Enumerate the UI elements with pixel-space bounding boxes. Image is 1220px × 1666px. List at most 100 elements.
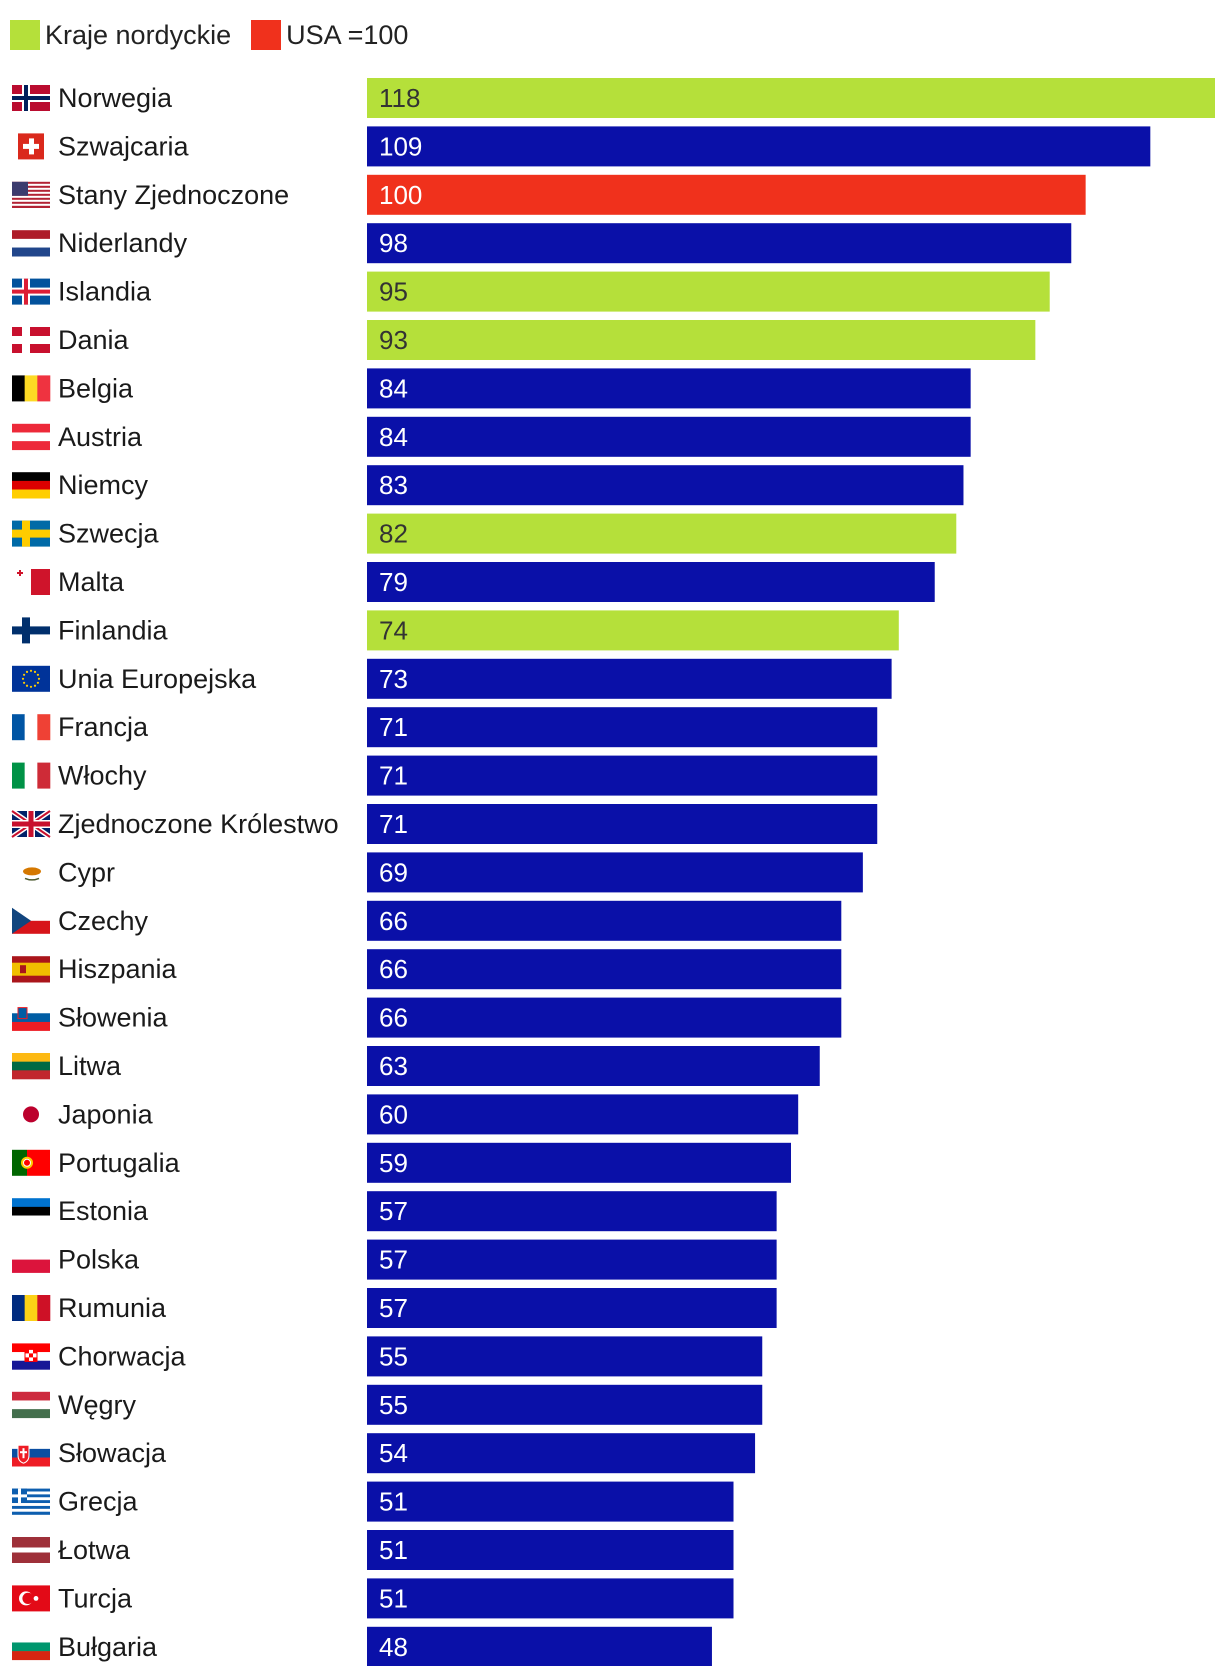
legend-item-nordic: Kraje nordyckie bbox=[10, 20, 231, 51]
chart-row: Portugalia 59 bbox=[12, 1142, 791, 1183]
chart-row: Litwa 63 bbox=[12, 1046, 820, 1086]
country-label: Czechy bbox=[58, 906, 149, 936]
bar-value-label: 63 bbox=[379, 1051, 408, 1081]
chart-row: Cypr 69 bbox=[12, 852, 863, 893]
bar-value-label: 109 bbox=[379, 131, 422, 161]
chart-row: Norwegia 118 bbox=[12, 78, 1215, 118]
uk-flag-icon bbox=[10, 808, 52, 840]
country-label: Słowacja bbox=[58, 1438, 167, 1468]
country-label: Szwecja bbox=[58, 519, 160, 549]
slovenia-flag-icon bbox=[12, 1004, 50, 1031]
bar-other bbox=[367, 852, 863, 893]
country-label: Estonia bbox=[58, 1196, 149, 1226]
legend-swatch-nordic bbox=[10, 20, 40, 50]
bar-value-label: 57 bbox=[379, 1245, 408, 1275]
chart-row: Belgia 84 bbox=[12, 368, 971, 409]
bar-value-label: 66 bbox=[379, 906, 408, 936]
bar-other bbox=[367, 997, 842, 1038]
iceland-flag-icon bbox=[12, 278, 50, 305]
country-label: Stany Zjednoczone bbox=[58, 180, 289, 210]
bar-value-label: 84 bbox=[379, 422, 408, 452]
bar-other bbox=[367, 1626, 712, 1666]
chart-row: Turcja 51 bbox=[12, 1578, 734, 1619]
switzerland-flag-icon bbox=[18, 133, 44, 160]
bar-value-label: 100 bbox=[379, 180, 422, 210]
chart-row: Łotwa 51 bbox=[12, 1530, 734, 1570]
finland-flag-icon bbox=[12, 617, 50, 644]
country-label: Polska bbox=[58, 1245, 140, 1275]
chart-row: Zjednoczone Królestwo 71 bbox=[10, 804, 878, 844]
country-label: Słowenia bbox=[58, 1003, 169, 1033]
country-label: Japonia bbox=[58, 1099, 154, 1129]
bar-other bbox=[367, 658, 892, 699]
bar-value-label: 79 bbox=[379, 567, 408, 597]
country-label: Hiszpania bbox=[58, 954, 178, 984]
bar-nordic bbox=[367, 320, 1036, 360]
austria-flag-icon bbox=[12, 423, 50, 451]
legend: Kraje nordyckie USA =100 bbox=[10, 18, 428, 52]
bar-other bbox=[367, 1094, 799, 1135]
hungary-flag-icon bbox=[12, 1391, 50, 1419]
italy-flag-icon bbox=[12, 762, 51, 789]
chart-row: Grecja 51 bbox=[12, 1481, 734, 1522]
malta-flag-icon bbox=[17, 569, 50, 595]
latvia-flag-icon bbox=[12, 1537, 50, 1563]
bar-nordic bbox=[367, 78, 1215, 118]
chart-row: Finlandia 74 bbox=[12, 610, 899, 651]
romania-flag-icon bbox=[12, 1295, 51, 1321]
bar-value-label: 84 bbox=[379, 373, 408, 403]
country-label: Litwa bbox=[58, 1051, 122, 1081]
usa-flag-icon bbox=[12, 181, 50, 208]
bar-value-label: 71 bbox=[379, 761, 408, 791]
country-label: Chorwacja bbox=[58, 1341, 187, 1371]
country-label: Niemcy bbox=[58, 470, 149, 500]
country-label: Cypr bbox=[58, 857, 115, 887]
bar-value-label: 60 bbox=[379, 1099, 408, 1129]
chart-row: Chorwacja 55 bbox=[12, 1336, 763, 1377]
bar-value-label: 93 bbox=[379, 325, 408, 355]
bar-value-label: 74 bbox=[379, 615, 408, 645]
estonia-flag-icon bbox=[12, 1198, 50, 1225]
bar-value-label: 51 bbox=[379, 1535, 408, 1565]
country-label: Dania bbox=[58, 325, 130, 355]
bar-value-label: 57 bbox=[379, 1293, 408, 1323]
bar-value-label: 66 bbox=[379, 1003, 408, 1033]
country-label: Grecja bbox=[58, 1487, 139, 1517]
chart-row: Islandia 95 bbox=[12, 271, 1050, 312]
chart-row: Estonia 57 bbox=[12, 1191, 777, 1232]
belgium-flag-icon bbox=[12, 375, 51, 402]
bar-other bbox=[367, 1481, 734, 1522]
bar-value-label: 83 bbox=[379, 470, 408, 500]
chart-row: Polska 57 bbox=[12, 1239, 777, 1280]
turkey-flag-icon bbox=[12, 1585, 50, 1612]
country-label: Niderlandy bbox=[58, 228, 188, 258]
bar-value-label: 51 bbox=[379, 1487, 408, 1517]
chart-row: Austria 84 bbox=[12, 416, 971, 457]
bar-value-label: 48 bbox=[379, 1632, 408, 1662]
bar-other bbox=[367, 1530, 734, 1570]
bar-value-label: 71 bbox=[379, 712, 408, 742]
bar-other bbox=[367, 1239, 777, 1280]
chart-row: Szwajcaria 109 bbox=[18, 126, 1151, 167]
bar-other bbox=[367, 1046, 820, 1086]
denmark-flag-icon bbox=[12, 327, 50, 353]
bar-value-label: 118 bbox=[379, 83, 420, 113]
bar-value-label: 55 bbox=[379, 1390, 408, 1420]
bar-value-label: 59 bbox=[379, 1148, 408, 1178]
sweden-flag-icon bbox=[12, 520, 50, 547]
chart-row: Niemcy 83 bbox=[12, 465, 964, 506]
lithuania-flag-icon bbox=[12, 1053, 50, 1080]
poland-flag-icon bbox=[12, 1246, 50, 1273]
country-label: Łotwa bbox=[58, 1535, 131, 1565]
country-label: Austria bbox=[58, 422, 143, 452]
bar-other bbox=[367, 1384, 763, 1425]
chart-row: Czechy 66 bbox=[12, 900, 842, 941]
bar-other bbox=[367, 562, 935, 602]
greece-flag-icon bbox=[12, 1488, 50, 1515]
germany-flag-icon bbox=[12, 472, 50, 499]
croatia-flag-icon bbox=[12, 1343, 50, 1370]
bar-value-label: 69 bbox=[379, 857, 408, 887]
chart-row: Hiszpania 66 bbox=[12, 949, 842, 990]
bar-value-label: 54 bbox=[379, 1438, 408, 1468]
